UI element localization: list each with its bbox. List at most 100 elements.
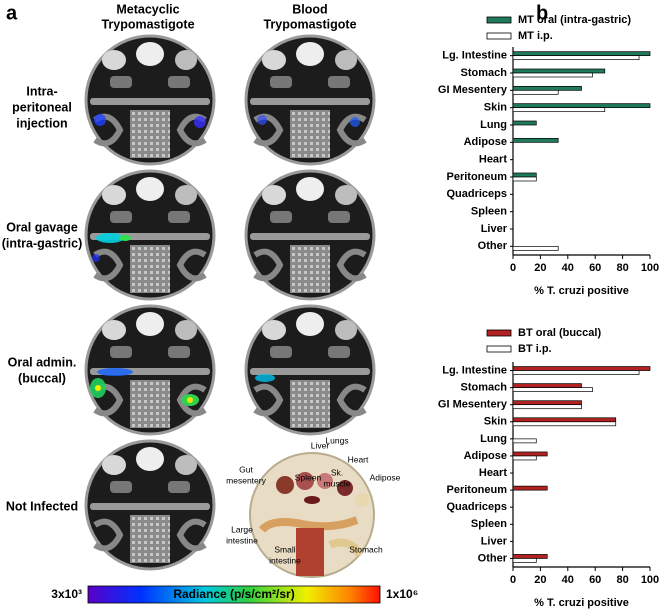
plate-image [246,306,374,434]
bar [512,438,537,444]
category-label: Heart [479,467,507,479]
legend-label: MT oral (intra-gastric) [518,14,631,26]
row-label: injection [16,116,67,130]
legend-swatch [486,32,512,40]
x-tick-label: 40 [562,262,574,274]
organ-label: Liver [311,440,330,450]
category-label: Lung [480,119,507,131]
column-title: Trypomastigote [101,17,194,31]
row-label: Not Infected [6,499,78,513]
organ-label: Large [231,524,253,534]
organ-label: intestine [226,535,258,545]
row-label: (intra-gastric) [2,236,83,250]
bar [512,85,582,91]
bar [512,89,559,95]
row-label: Intra- [26,84,57,98]
bar [512,554,548,559]
category-label: Other [478,552,508,564]
organ-label: Gut [239,464,253,474]
category-label: Skin [484,102,508,114]
x-axis-title: % T. cruzi positive [534,597,629,609]
plate-image [86,441,214,569]
bar [512,383,582,388]
legend-label: MT i.p. [518,30,553,42]
colorbar [87,585,381,604]
bar [512,387,593,392]
x-tick-label: 80 [616,574,628,586]
colorbar-max: 1x10⁶ [386,587,418,601]
organ-photo [249,452,375,578]
signal [90,114,360,406]
organ-label: Lungs [325,435,348,445]
category-label: Lung [480,433,507,445]
panel-letter: b [536,2,548,24]
category-label: Quadriceps [446,188,507,200]
bar [512,107,606,113]
category-label: Liver [481,535,508,547]
x-tick-label: 0 [510,574,516,586]
category-label: Adipose [464,450,507,462]
x-tick-label: 80 [616,262,628,274]
column-title: Metacyclic [116,2,179,16]
colorbar-title: Radiance (p/s/cm²/sr) [173,587,294,601]
bar [512,72,593,78]
row-label: Oral admin. [8,355,77,369]
category-label: Quadriceps [446,501,507,513]
bar [512,137,559,143]
bar [512,245,559,251]
row-label: Oral gavage [6,220,78,234]
x-tick-label: 60 [589,574,601,586]
row-label: (buccal) [18,371,66,385]
x-tick-label: 0 [510,262,516,274]
organ-label: Small [274,544,295,554]
bar [512,366,651,371]
x-tick-label: 20 [534,262,546,274]
x-tick-label: 60 [589,262,601,274]
organ-label: Sk. [331,467,343,477]
bar [512,404,582,410]
plate-image [86,36,214,164]
panel-letter: a [6,2,18,24]
legend-label: BT i.p. [518,343,552,355]
category-label: Spleen [471,518,507,530]
category-label: Heart [479,154,507,166]
organ-label: intestine [269,555,301,565]
category-label: Spleen [471,206,507,218]
column-title: Trypomastigote [263,17,356,31]
x-tick-label: 100 [641,262,659,274]
bar [512,120,537,126]
column-title: Blood [292,2,327,16]
category-label: Adipose [464,136,507,148]
category-label: Lg. Intestine [442,50,507,62]
bar [512,400,582,406]
colorbar-min: 3x10³ [51,587,82,601]
category-label: Stomach [461,382,508,394]
bar [512,421,617,427]
category-label: Skin [484,416,508,428]
bar [512,55,640,61]
organ-label: Heart [348,454,369,464]
category-label: GI Mesentery [438,399,508,411]
bar [512,485,548,491]
category-label: GI Mesentery [438,84,508,96]
legend-label: BT oral (buccal) [518,327,601,339]
category-label: Other [478,240,508,252]
organ-label: Spleen [295,472,322,482]
row-label: peritoneal [12,100,72,114]
legend-swatch [486,16,512,24]
bar [512,172,537,178]
bar [512,176,537,182]
category-label: Stomach [461,67,508,79]
plate-image [246,171,374,299]
x-tick-label: 100 [641,574,659,586]
bar [512,68,606,74]
legend-swatch [486,345,512,353]
category-label: Liver [481,223,508,235]
x-tick-label: 40 [562,574,574,586]
category-label: Peritoneum [446,171,507,183]
x-tick-label: 20 [534,574,546,586]
bar [512,103,651,109]
legend-swatch [486,329,512,337]
